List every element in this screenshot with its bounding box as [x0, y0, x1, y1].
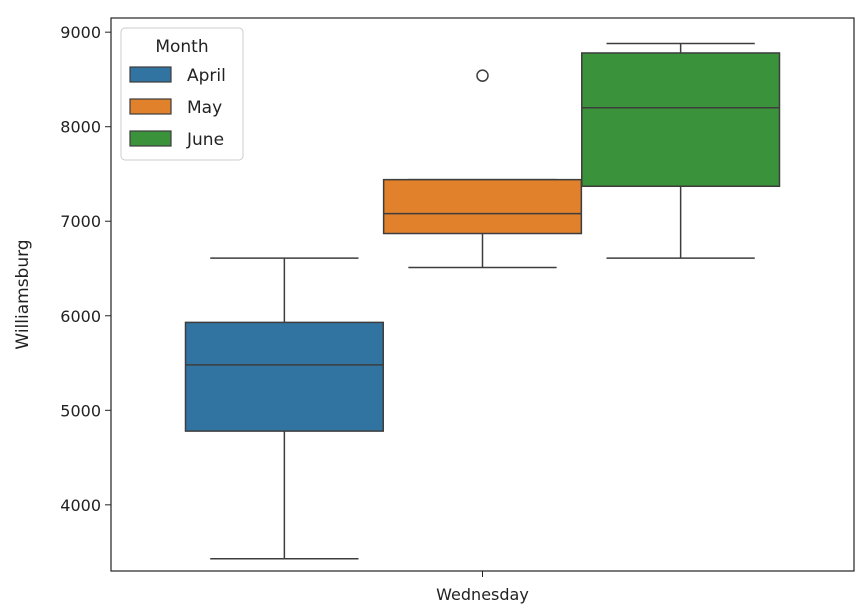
legend-title: Month — [155, 37, 208, 57]
legend: Month April May June — [120, 27, 244, 161]
box-april — [184, 257, 384, 560]
legend-box — [120, 27, 244, 161]
legend-swatch-may — [129, 98, 172, 115]
box-june — [581, 42, 781, 259]
outlier-point — [476, 69, 489, 82]
legend-entry-may: May — [187, 98, 222, 118]
legend-entry-june: June — [186, 130, 224, 150]
box-iqr — [581, 52, 781, 188]
legend-entry-april: April — [187, 66, 226, 86]
y-tick-label: 8000 — [60, 118, 101, 137]
x-axis: Wednesday — [436, 571, 529, 604]
box-iqr — [184, 321, 384, 432]
y-tick-label: 4000 — [60, 496, 101, 515]
y-axis: 4000 5000 6000 7000 8000 9000 — [60, 23, 111, 515]
y-tick-label: 5000 — [60, 401, 101, 420]
y-tick-label: 6000 — [60, 307, 101, 326]
y-axis-label: Williamsburg — [13, 239, 33, 349]
box-series-group — [184, 42, 781, 560]
box-iqr — [382, 178, 583, 235]
y-tick-label: 7000 — [60, 212, 101, 231]
box-may — [382, 69, 583, 269]
x-tick-label: Wednesday — [436, 585, 529, 604]
legend-swatch-june — [129, 130, 172, 147]
legend-swatch-april — [129, 66, 172, 83]
y-tick-label: 9000 — [60, 23, 101, 42]
plot-frame — [110, 17, 855, 572]
